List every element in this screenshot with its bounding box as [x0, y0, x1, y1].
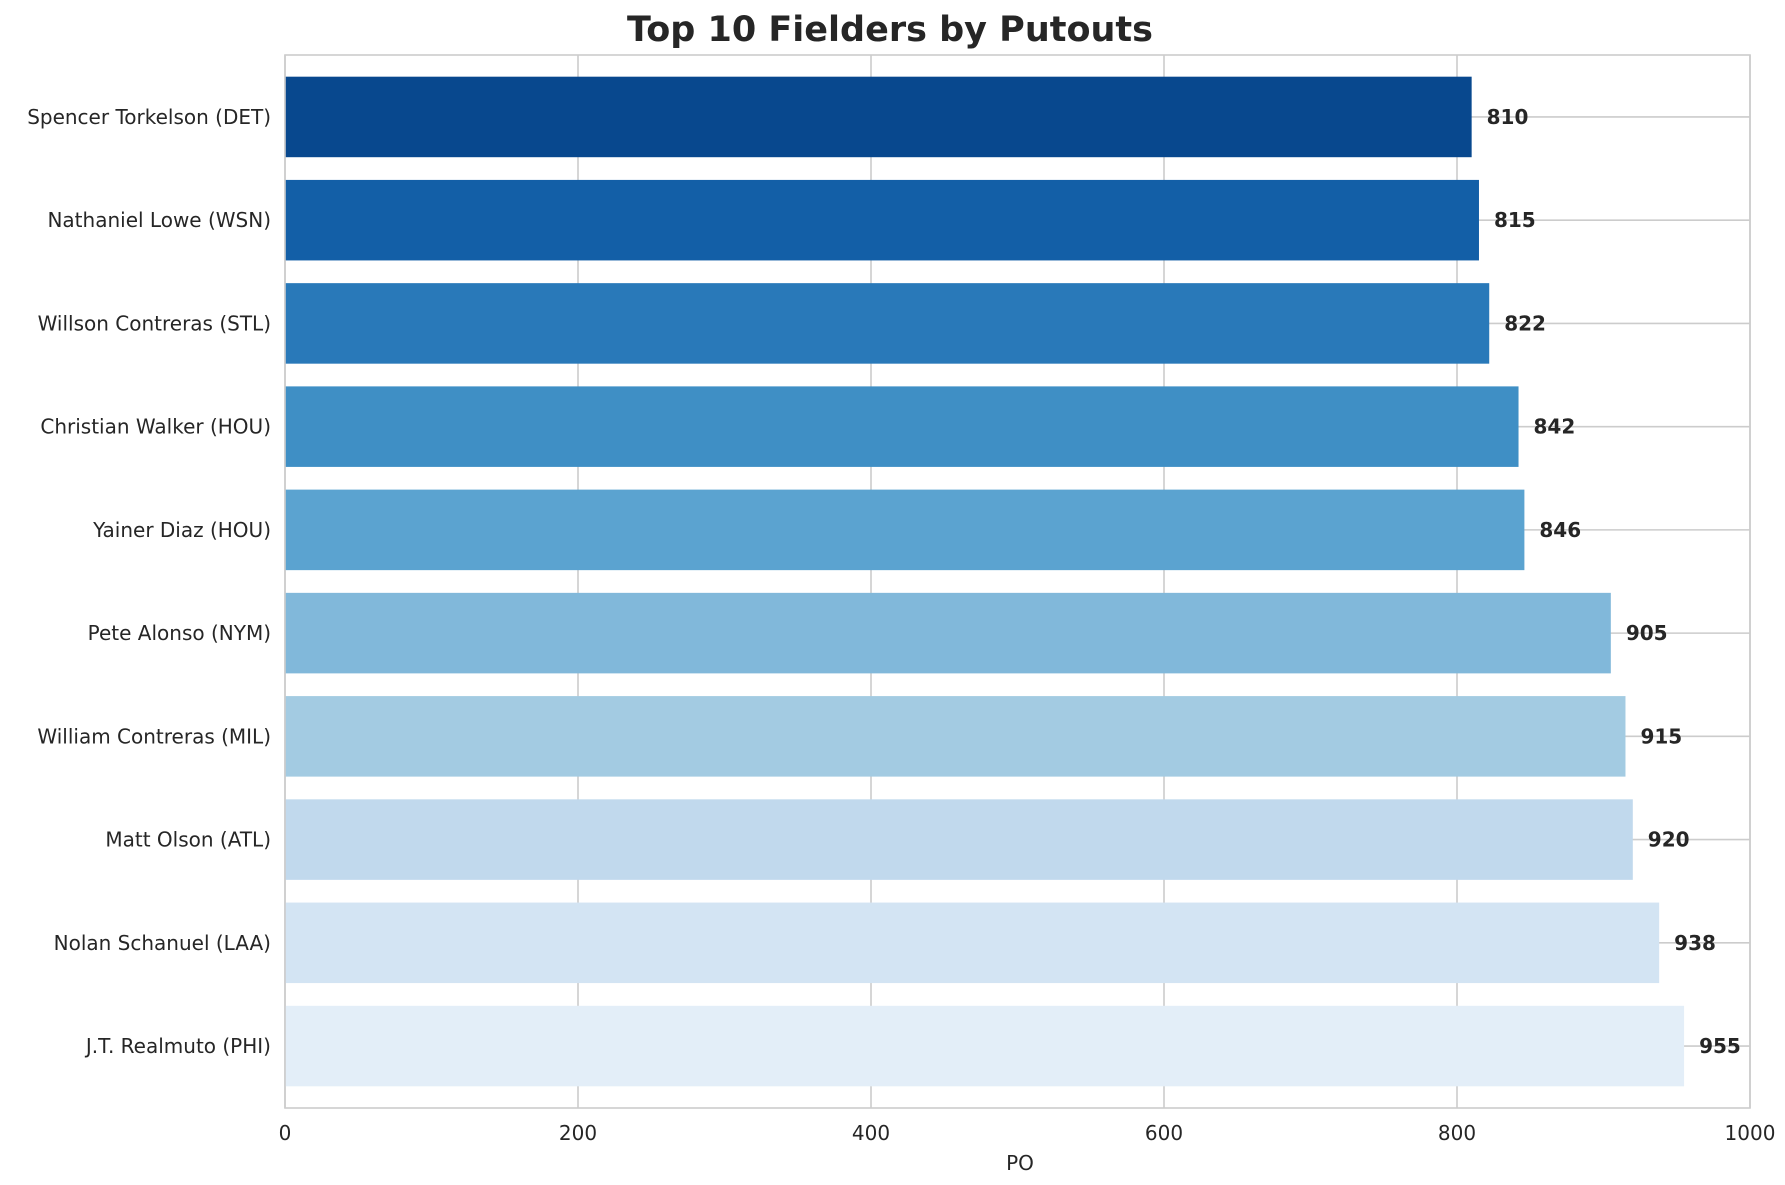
- data-label: 920: [1648, 828, 1690, 852]
- category-label: Pete Alonso (NYM): [88, 621, 271, 645]
- bar: [285, 799, 1633, 880]
- bar: [285, 283, 1490, 364]
- bar: [285, 592, 1611, 674]
- bar: [285, 386, 1519, 467]
- x-tick-label: 600: [1145, 1121, 1183, 1145]
- data-label: 846: [1539, 518, 1581, 542]
- data-label: 915: [1640, 724, 1682, 748]
- x-tick-label: 800: [1438, 1121, 1476, 1145]
- chart-title: Top 10 Fielders by Putouts: [627, 10, 1153, 50]
- bars: [285, 76, 1685, 1087]
- x-axis-label: PO: [1006, 1151, 1034, 1175]
- data-label: 905: [1626, 621, 1668, 645]
- bar: [285, 1005, 1685, 1087]
- bar: [285, 696, 1626, 777]
- category-label: William Contreras (MIL): [37, 724, 271, 748]
- bar: [285, 76, 1472, 158]
- x-tick-label: 400: [852, 1121, 890, 1145]
- bar: [285, 179, 1479, 261]
- x-tick-label: 200: [559, 1121, 597, 1145]
- x-tick-label: 0: [279, 1121, 292, 1145]
- category-label: Christian Walker (HOU): [40, 415, 271, 439]
- category-label: Nathaniel Lowe (WSN): [47, 208, 271, 232]
- x-tick-label: 1000: [1725, 1121, 1776, 1145]
- bar: [285, 489, 1525, 571]
- data-label: 810: [1487, 105, 1529, 129]
- category-label: Spencer Torkelson (DET): [27, 105, 271, 129]
- bar: [285, 902, 1660, 984]
- plot-border: [284, 54, 1751, 1109]
- labels: 0 200 400 600 800 1000 Spencer Torkelson (DET)…: [27, 105, 1775, 1145]
- data-label: 822: [1504, 311, 1546, 335]
- category-label: Matt Olson (ATL): [105, 828, 271, 852]
- data-label: 955: [1699, 1034, 1741, 1058]
- data-label: 815: [1494, 208, 1536, 232]
- category-label: Nolan Schanuel (LAA): [54, 931, 271, 955]
- data-label: 842: [1534, 415, 1576, 439]
- plot-frame: [284, 54, 1751, 1109]
- data-label: 938: [1674, 931, 1716, 955]
- category-label: Yainer Diaz (HOU): [92, 518, 271, 542]
- category-label: Willson Contreras (STL): [38, 311, 271, 335]
- category-label: J.T. Realmuto (PHI): [84, 1034, 271, 1058]
